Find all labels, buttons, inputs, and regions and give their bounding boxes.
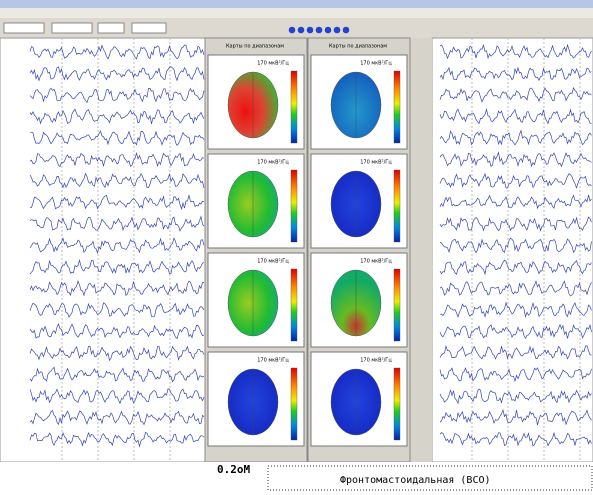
- map-unit: 170 мкВ²/Гц: [257, 358, 289, 364]
- map-unit: 170 мкВ²/Гц: [257, 61, 289, 67]
- splitter: [408, 38, 432, 462]
- dropdown[interactable]: [4, 23, 44, 33]
- menu-bar: [0, 8, 593, 18]
- map-unit: 170 мкВ²/Гц: [257, 160, 289, 166]
- screen: Карты по диапазонам 170 мкВ²/Гц 170 мкВ²/Г…: [0, 0, 593, 491]
- map-unit: 170 мкВ²/Гц: [257, 259, 289, 265]
- nav-button[interactable]: [325, 27, 332, 34]
- nav-button[interactable]: [307, 27, 314, 34]
- dropdown[interactable]: [132, 23, 166, 33]
- color-bar: [394, 71, 400, 143]
- map-unit: 170 мкВ²/Гц: [360, 259, 392, 265]
- nav-button[interactable]: [289, 27, 296, 34]
- map-unit: 170 мкВ²/Гц: [360, 358, 392, 364]
- panel-title: Карты по диапазонам: [226, 44, 284, 50]
- nav-button[interactable]: [316, 27, 323, 34]
- scale-label: 0.2оМ: [217, 463, 250, 476]
- dropdown[interactable]: [52, 23, 92, 33]
- nav-button[interactable]: [343, 27, 350, 34]
- dropdown[interactable]: [98, 23, 124, 33]
- eeg-right: [432, 38, 593, 462]
- map-unit: 170 мкВ²/Гц: [360, 61, 392, 67]
- color-bar: [394, 269, 400, 341]
- color-bar: [291, 368, 297, 440]
- panel-title: Карты по диапазонам: [329, 44, 387, 50]
- color-bar: [291, 71, 297, 143]
- title-bar: [0, 0, 593, 8]
- map-unit: 170 мкВ²/Гц: [360, 160, 392, 166]
- montage-label: Фронтомастоидальная (ВСО): [340, 475, 491, 486]
- color-bar: [291, 269, 297, 341]
- nav-button[interactable]: [334, 27, 341, 34]
- color-bar: [291, 170, 297, 242]
- nav-button[interactable]: [298, 27, 305, 34]
- color-bar: [394, 170, 400, 242]
- color-bar: [394, 368, 400, 440]
